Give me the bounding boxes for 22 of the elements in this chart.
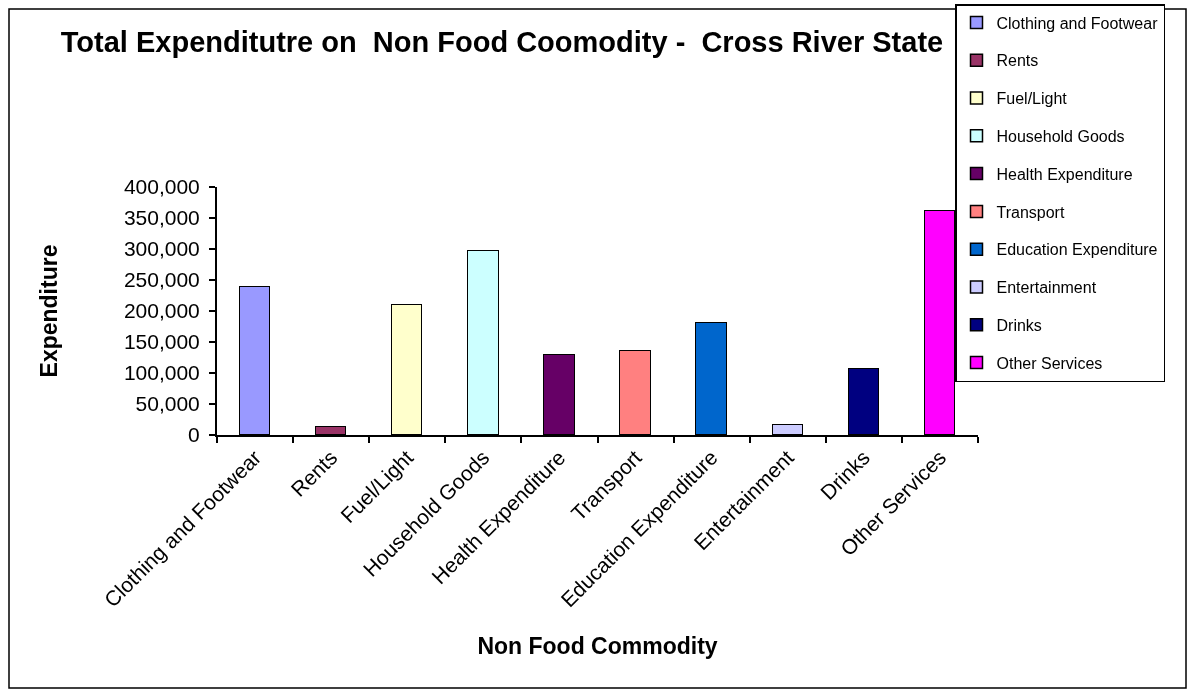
legend-label: Fuel/Light: [996, 90, 1068, 108]
y-tick-label: 400,000: [123, 175, 200, 199]
legend-label: Clothing and Footwear: [996, 14, 1159, 32]
y-tick-label: 0: [188, 423, 200, 447]
legend-label: Other Services: [996, 354, 1103, 372]
legend-label: Household Goods: [996, 128, 1125, 146]
y-tick-label: 200,000: [123, 299, 200, 323]
legend-label: Health Expenditure: [996, 165, 1133, 183]
legend-label: Education Expenditure: [996, 241, 1158, 259]
y-tick-label: 250,000: [123, 268, 200, 292]
y-axis-title: Expenditure: [35, 244, 62, 378]
y-tick-label: 50,000: [135, 392, 200, 416]
legend-label: Rents: [996, 52, 1039, 70]
y-tick-label: 350,000: [123, 206, 200, 230]
y-tick-label: 150,000: [123, 330, 200, 354]
legend-label: Entertainment: [996, 279, 1097, 297]
legend-label: Transport: [996, 203, 1065, 221]
legend-label: Drinks: [996, 317, 1042, 335]
chart-title: Total Expenditutre on Non Food Coomodity - Cross River State: [60, 26, 944, 59]
y-tick-label: 300,000: [123, 237, 200, 261]
x-axis-title: Non Food Commodity: [477, 633, 718, 660]
y-tick-label: 100,000: [123, 361, 200, 385]
